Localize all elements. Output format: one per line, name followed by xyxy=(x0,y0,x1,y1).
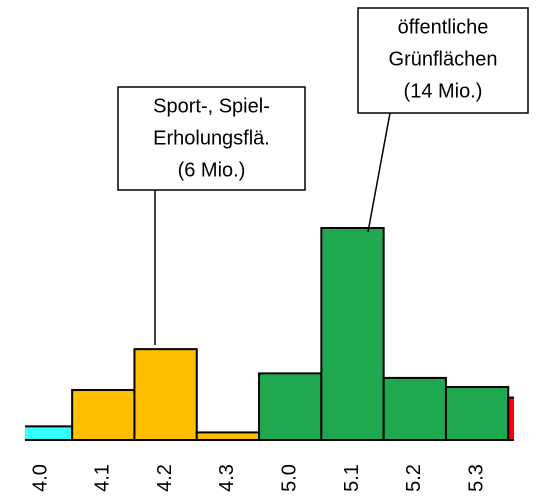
callout-text: Grünflächen xyxy=(389,48,498,70)
callout-box xyxy=(117,86,306,191)
bar xyxy=(195,431,261,441)
callout-text: (14 Mio.) xyxy=(404,80,483,102)
x-tick-label: 4.3 xyxy=(216,464,238,492)
bar xyxy=(507,396,514,442)
x-tick-label: 4.1 xyxy=(92,464,114,492)
plot-area xyxy=(25,227,514,442)
bar xyxy=(25,425,74,442)
bar xyxy=(382,376,447,441)
callout-text: Erholungsflä. xyxy=(153,127,270,149)
bar xyxy=(71,389,136,441)
bar xyxy=(258,372,323,441)
x-tick-label: 5.2 xyxy=(403,464,425,492)
callout-text: öffentliche xyxy=(398,16,489,38)
bar xyxy=(320,227,385,441)
bar xyxy=(444,386,510,441)
callout-box xyxy=(357,7,529,114)
x-tick-label: 5.3 xyxy=(465,464,487,492)
labels: 4.0 4.1 4.2 4.3 5.0 5.1 5.2 5.3 Sport-, Spiel- Er… xyxy=(29,7,529,492)
callout-text: Sport-, Spiel- xyxy=(153,95,270,117)
x-tick-label: 4.0 xyxy=(29,464,51,492)
x-tick-label: 5.1 xyxy=(341,464,363,492)
x-tick-label: 5.0 xyxy=(278,464,300,492)
bar xyxy=(133,348,198,441)
callout-line xyxy=(367,112,391,233)
x-tick-label: 4.2 xyxy=(154,464,176,492)
callout-text: (6 Mio.) xyxy=(178,159,246,181)
